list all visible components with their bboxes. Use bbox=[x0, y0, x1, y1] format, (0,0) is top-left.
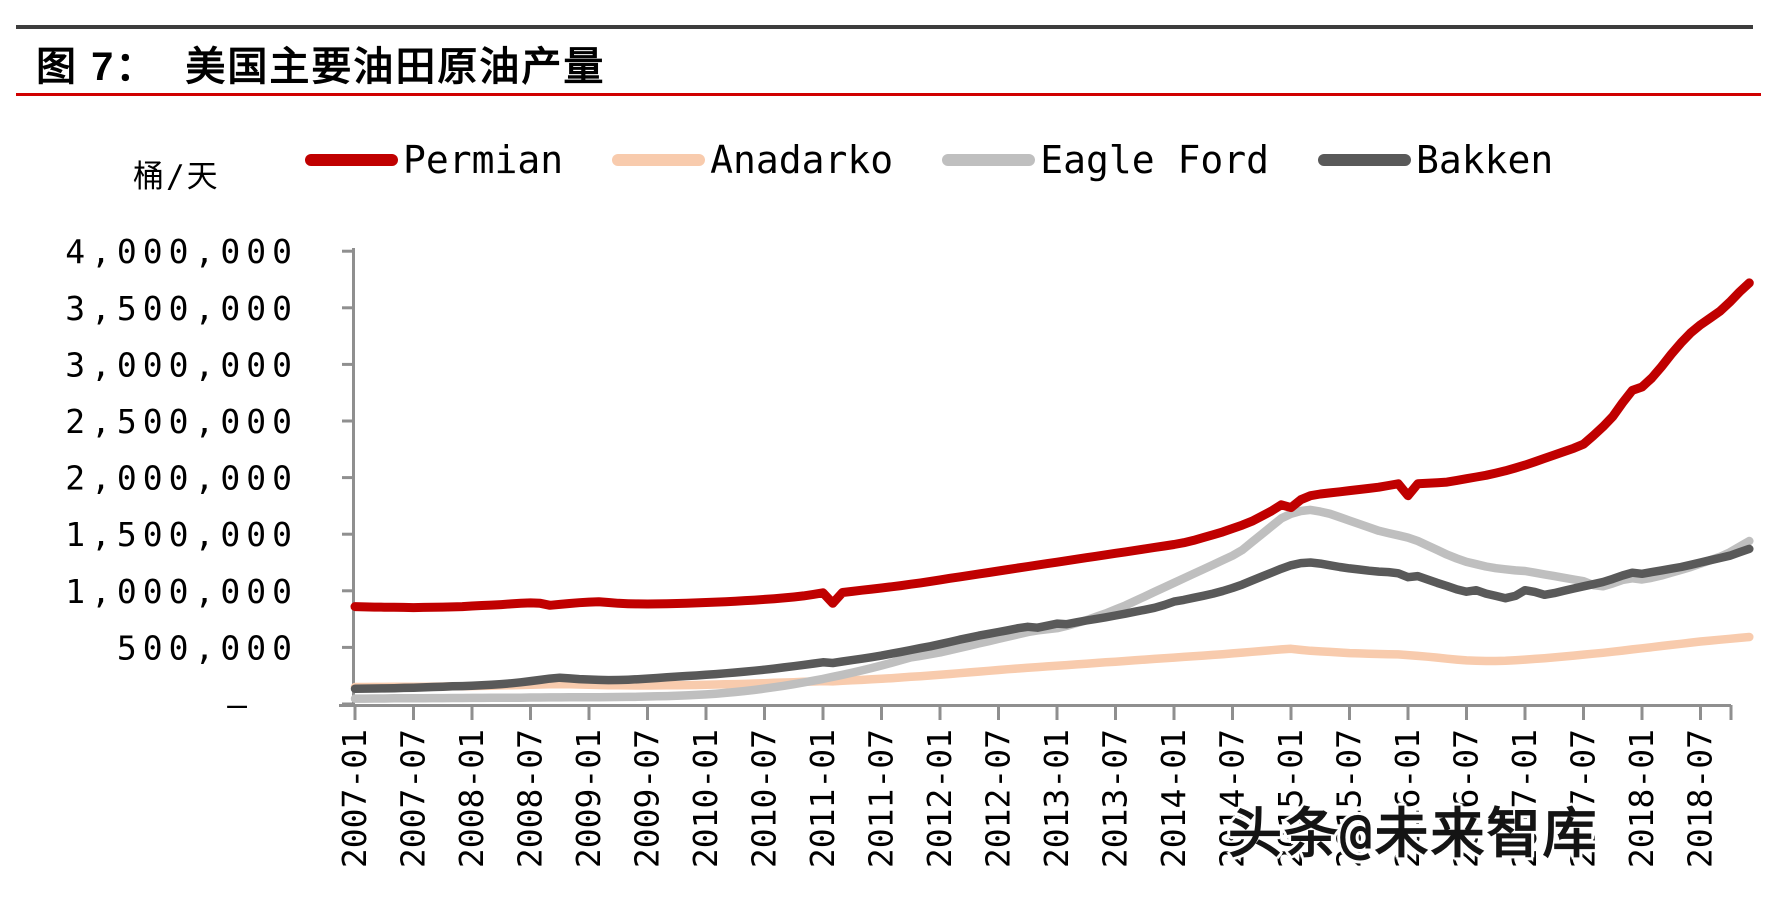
x-tick-label: 2012-07 bbox=[979, 729, 1018, 868]
series-line-bakken bbox=[350, 544, 1754, 693]
legend-label-permian: Permian bbox=[403, 138, 564, 182]
y-tick-label: 1,500,000 bbox=[65, 515, 298, 554]
legend-swatch-permian bbox=[305, 154, 398, 166]
x-tick-label: 2009-01 bbox=[569, 729, 608, 868]
chart-legend: Permian Anadarko Eagle Ford Bakken bbox=[305, 141, 1553, 179]
y-tick-label: 3,000,000 bbox=[65, 345, 298, 384]
y-tick-label: 3,500,000 bbox=[65, 289, 298, 328]
y-tick-label: 2,000,000 bbox=[65, 459, 298, 498]
figure-title: 图 7： 美国主要油田原油产量 bbox=[36, 34, 605, 92]
watermark: 头条@未来智库 bbox=[1228, 802, 1599, 865]
x-tick-label: 2015-07 bbox=[1330, 729, 1369, 868]
legend-swatch-eagle-ford bbox=[942, 154, 1036, 166]
x-tick-label: 2012-01 bbox=[920, 729, 959, 868]
x-tick-label: 2017-01 bbox=[1505, 729, 1544, 868]
y-axis-unit-label: 桶/天 bbox=[133, 159, 220, 195]
x-tick-label: 2016-01 bbox=[1388, 729, 1427, 868]
x-tick-label: 2015-01 bbox=[1271, 729, 1310, 868]
legend-label-bakken: Bakken bbox=[1415, 138, 1554, 182]
x-tick-label: 2013-07 bbox=[1096, 729, 1135, 868]
legend-label-anadarko: Anadarko bbox=[710, 138, 894, 182]
x-tick-label: 2014-07 bbox=[1213, 729, 1252, 868]
y-tick-label: 500,000 bbox=[117, 628, 298, 667]
x-tick-label: 2009-07 bbox=[628, 729, 667, 868]
legend-swatch-bakken bbox=[1317, 154, 1411, 166]
title-red-rule bbox=[16, 93, 1761, 96]
y-tick-label: 2,500,000 bbox=[65, 402, 298, 441]
y-tick-label: – bbox=[227, 685, 253, 724]
legend-item-bakken: Bakken bbox=[1317, 138, 1554, 182]
x-tick-label: 2010-07 bbox=[745, 729, 784, 868]
x-tick-label: 2011-01 bbox=[803, 729, 842, 868]
x-tick-label: 2011-07 bbox=[862, 729, 901, 868]
series-line-anadarko bbox=[350, 632, 1754, 692]
x-tick-label: 2018-01 bbox=[1622, 729, 1661, 868]
x-tick-label: 2010-01 bbox=[686, 729, 725, 868]
legend-swatch-anadarko bbox=[612, 154, 706, 166]
figure-title-text: 美国主要油田原油产量 bbox=[185, 45, 606, 89]
x-tick-label: 2007-07 bbox=[394, 729, 433, 868]
y-tick-label: 1,000,000 bbox=[65, 572, 298, 611]
x-tick-label: 2013-01 bbox=[1037, 729, 1076, 868]
title-top-rule bbox=[16, 25, 1753, 29]
y-tick-label: 4,000,000 bbox=[65, 232, 298, 271]
x-tick-label: 2014-01 bbox=[1154, 729, 1193, 868]
x-tick-label: 2018-07 bbox=[1681, 729, 1720, 868]
legend-item-eagle-ford: Eagle Ford bbox=[942, 141, 1269, 179]
series-line-permian bbox=[350, 278, 1754, 613]
x-tick-label: 2007-01 bbox=[335, 729, 374, 868]
x-tick-label: 2016-07 bbox=[1447, 729, 1486, 868]
x-tick-label: 2008-07 bbox=[511, 729, 550, 868]
legend-item-anadarko: Anadarko bbox=[612, 141, 893, 179]
x-tick-label: 2017-07 bbox=[1564, 729, 1603, 868]
legend-item-permian: Permian bbox=[305, 141, 563, 179]
figure-number: 图 7： bbox=[36, 45, 158, 89]
legend-label-eagle-ford: Eagle Ford bbox=[1040, 138, 1269, 182]
x-tick-label: 2008-01 bbox=[452, 729, 491, 868]
